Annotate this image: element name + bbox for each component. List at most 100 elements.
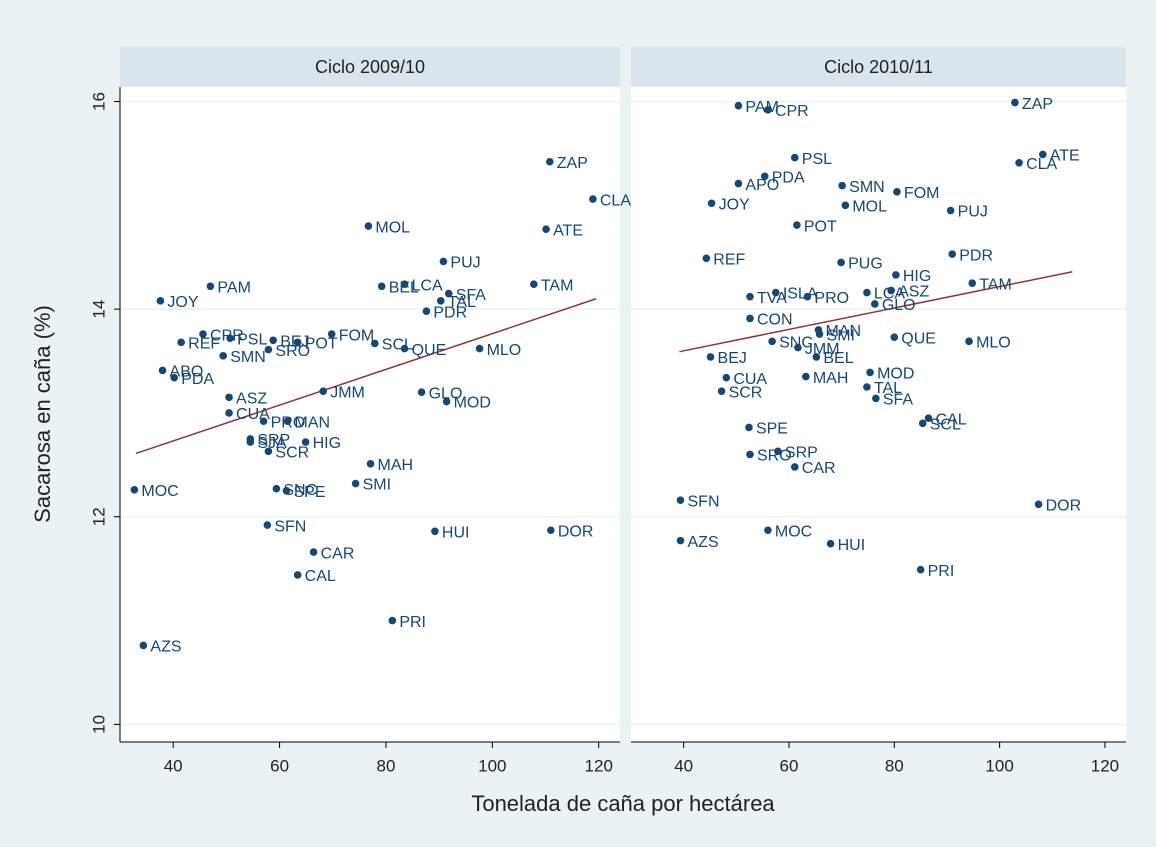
point-label: MAH (378, 457, 414, 474)
point (264, 447, 273, 456)
point-label: CAR (802, 460, 836, 477)
point (802, 372, 810, 381)
point (283, 417, 292, 426)
point (219, 352, 227, 360)
point (225, 409, 233, 417)
point (965, 337, 973, 346)
point-label: HUI (838, 537, 866, 554)
point-label: SCR (275, 445, 309, 462)
x-tick-label: 120 (585, 756, 613, 775)
point (838, 181, 846, 190)
point-label: PAM (217, 280, 250, 297)
point (206, 282, 215, 291)
x-tick-label: 100 (985, 756, 1013, 775)
point (893, 188, 901, 196)
point-label: LCA (874, 286, 905, 303)
point-label: AZS (688, 534, 719, 551)
point-label: POT (804, 218, 837, 235)
point-label: MAN (295, 414, 331, 431)
point-label: MLO (487, 342, 522, 359)
point (319, 387, 327, 395)
point (377, 282, 386, 291)
point (475, 344, 484, 353)
point-label: ASZ (236, 391, 267, 408)
point-label: JOY (167, 294, 198, 311)
point-label: CPR (775, 103, 809, 120)
point-label: ISLA (783, 286, 818, 303)
point (887, 286, 895, 295)
point (282, 486, 291, 495)
point-label: SRP (785, 445, 818, 462)
point (293, 338, 302, 347)
point (948, 250, 957, 258)
point (225, 393, 233, 402)
point-label: SCR (729, 384, 763, 401)
point-label: PDA (772, 169, 805, 186)
point-label: MAN (825, 323, 861, 340)
point (370, 339, 379, 348)
point-label: SFA (883, 392, 914, 409)
point (890, 333, 899, 341)
point (366, 460, 375, 468)
point (892, 271, 900, 279)
point (707, 199, 716, 208)
plot-area (120, 87, 620, 742)
point-label: SNC (779, 335, 813, 352)
point-label: SMI (363, 477, 391, 494)
point-label: REF (713, 251, 745, 268)
point (156, 297, 165, 305)
point-label: BEJ (718, 350, 747, 367)
point-label: PDR (959, 247, 993, 264)
point (327, 330, 336, 338)
point (794, 343, 802, 352)
y-tick-label: 14 (89, 300, 108, 319)
point-label: PRI (928, 563, 955, 580)
y-tick-label: 10 (89, 715, 108, 734)
x-tick-label: 120 (1091, 756, 1119, 775)
point (790, 153, 799, 162)
point-label: SRO (757, 448, 792, 465)
point-label: TAL (874, 380, 902, 397)
point-label: MLO (976, 335, 1011, 352)
point (431, 527, 439, 536)
point-label: MOC (775, 523, 812, 540)
point-label: MOL (375, 219, 410, 236)
point (676, 536, 685, 545)
point-label: TAM (541, 277, 574, 294)
point-label: CLA (600, 192, 631, 209)
point-label: SPE (293, 484, 325, 501)
point (199, 330, 207, 338)
point (764, 106, 772, 114)
point-label: MOL (852, 199, 887, 216)
point-label: PRO (814, 290, 849, 307)
point (301, 438, 310, 446)
panel-title: Ciclo 2009/10 (315, 57, 425, 77)
point-label: PDA (181, 371, 214, 388)
point-label: REF (188, 336, 220, 353)
fit-line (679, 271, 1073, 353)
point-label: ATE (553, 222, 583, 239)
point-label: SFN (274, 518, 306, 535)
y-axis-label: Sacarosa en caña (%) (30, 305, 55, 523)
point (793, 221, 801, 229)
point (768, 337, 776, 346)
point (872, 394, 880, 403)
point-label: ASZ (898, 284, 929, 301)
point (442, 397, 451, 406)
point (760, 172, 769, 181)
fit-line (135, 298, 597, 455)
point-label: TAM (979, 276, 1012, 293)
point-label: CAR (321, 545, 355, 562)
point-label: SCL (930, 417, 961, 434)
point (439, 257, 448, 266)
plot-area (631, 87, 1126, 742)
point (924, 414, 933, 422)
point (841, 201, 850, 210)
point-label: CAL (305, 568, 336, 585)
point (264, 345, 273, 354)
point (871, 300, 879, 308)
point (837, 258, 845, 267)
point-label: PUJ (958, 204, 988, 221)
point (812, 353, 821, 361)
